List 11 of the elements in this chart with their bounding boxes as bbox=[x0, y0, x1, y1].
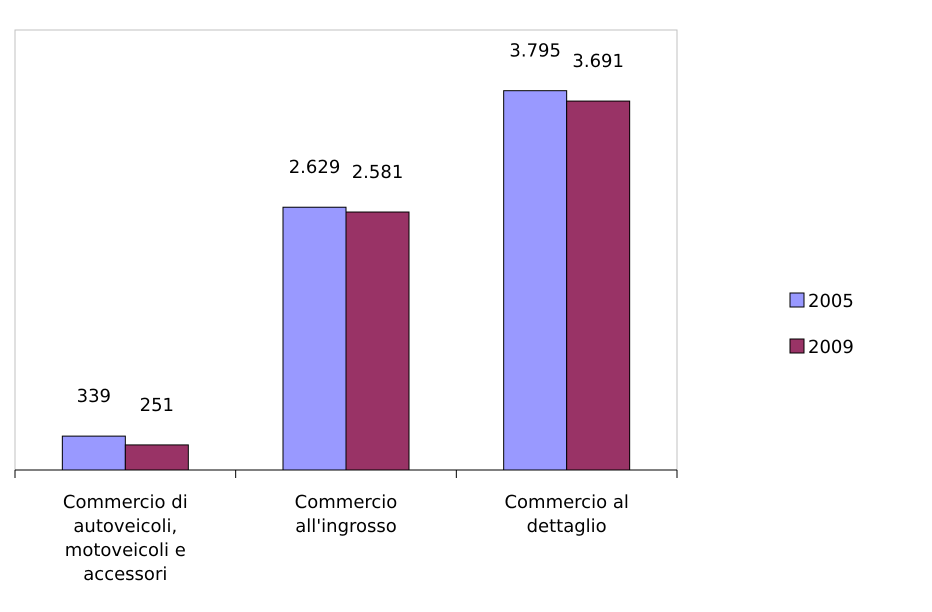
data-label: 3.795 bbox=[509, 40, 561, 62]
data-label: 3.691 bbox=[572, 51, 624, 72]
x-tick-label: Commercio all'ingrosso bbox=[294, 492, 398, 537]
data-label: 2.629 bbox=[288, 157, 340, 178]
x-tick-label: Commercio al dettaglio bbox=[504, 492, 629, 537]
x-tick-label: Commercio di autoveicoli, motoveicoli e accessori bbox=[62, 492, 188, 585]
legend-label: 2009 bbox=[808, 337, 854, 358]
data-label: 251 bbox=[140, 394, 174, 416]
data-label: 2.581 bbox=[352, 162, 404, 184]
data-label: 339 bbox=[76, 386, 112, 408]
legend-label: 2005 bbox=[808, 291, 854, 312]
